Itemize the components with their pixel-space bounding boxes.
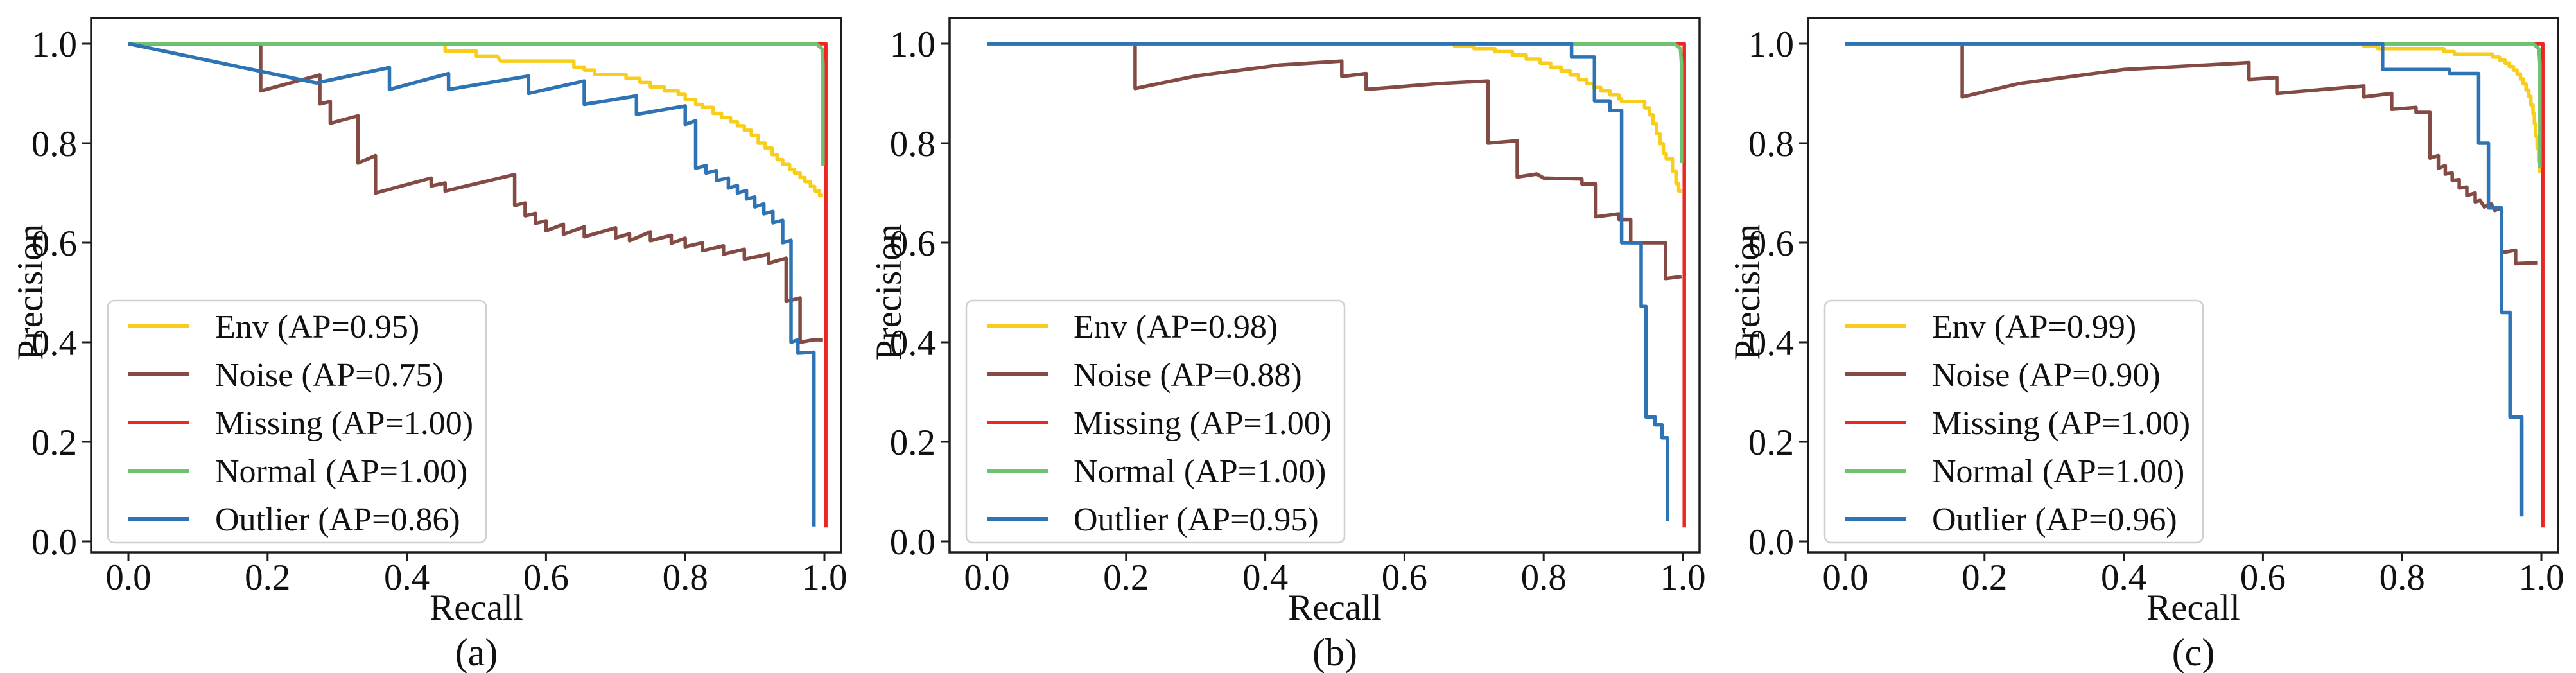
series-line-outlier: [128, 42, 816, 527]
legend-label-missing: Missing (AP=1.00): [1074, 405, 1332, 442]
y-tick-label: 0.0: [1748, 522, 1794, 563]
legend-label-env: Env (AP=0.99): [1932, 309, 2136, 345]
legend-box: [965, 299, 1346, 544]
x-tick-label: 1.0: [2518, 557, 2564, 598]
legend-label-outlier: Outlier (AP=0.86): [215, 502, 460, 538]
series-line-env: [128, 42, 823, 198]
panel-c: 0.0 0.2 0.4 0.6 0.8 1.0 0.0 0.2 0.4 0.6 0.8 1.0 Reca…: [1717, 0, 2576, 673]
x-tick-label: 0.6: [1382, 557, 1427, 598]
axes-frame: [90, 17, 842, 554]
legend-label-noise: Noise (AP=0.88): [1074, 357, 1302, 394]
x-axis-label: Recall: [2146, 588, 2240, 628]
y-tick-label: 0.4: [31, 323, 77, 363]
series-line-normal: [128, 42, 825, 166]
legend: Env (AP=0.99) Noise (AP=0.90) Missing (AP=…: [1823, 299, 2204, 544]
legend: Env (AP=0.95) Noise (AP=0.75) Missing (AP=…: [107, 299, 487, 544]
series-line-env: [1845, 42, 2542, 173]
legend-label-noise: Noise (AP=0.90): [1932, 357, 2161, 394]
legend-label-normal: Normal (AP=1.00): [1074, 453, 1326, 490]
series-line-outlier: [987, 42, 1669, 521]
legend-label-outlier: Outlier (AP=0.95): [1074, 502, 1319, 538]
axes-frame: [948, 17, 1701, 554]
x-tick-label: 0.6: [523, 557, 569, 598]
x-tick-label: 0.8: [663, 557, 708, 598]
x-axis-label: Recall: [430, 588, 523, 628]
legend-box: [107, 299, 487, 544]
y-axis-label: Precision: [1727, 224, 1768, 360]
x-tick-label: 0.2: [1103, 557, 1149, 598]
x-tick-label: 0.2: [245, 557, 290, 598]
panel-a: 0.0 0.2 0.4 0.6 0.8 1.0 0.0 0.2 0.4 0.6 0.8 1.0 Reca…: [0, 0, 859, 673]
y-tick-label: 0.0: [31, 522, 77, 563]
y-tick-label: 1.0: [31, 24, 77, 65]
y-tick-label: 0.2: [31, 423, 77, 463]
panel-caption: (b): [1312, 631, 1357, 673]
legend-label-missing: Missing (AP=1.00): [1932, 405, 2190, 442]
x-tick-label: 0.4: [1242, 557, 1288, 598]
x-tick-label: 0.0: [964, 557, 1009, 598]
panel-caption: (a): [455, 631, 498, 673]
legend-label-normal: Normal (AP=1.00): [1932, 453, 2184, 490]
y-tick-label: 0.6: [890, 223, 936, 264]
series-group: [128, 42, 828, 528]
y-tick-label: 0.0: [890, 522, 936, 563]
pr-chart-b: 0.0 0.2 0.4 0.6 0.8 1.0 0.0 0.2 0.4 0.6 0.8 1.0 Reca…: [858, 0, 1718, 673]
y-tick-label: 0.2: [1748, 423, 1794, 463]
y-tick-label: 0.8: [1748, 124, 1794, 164]
series-line-outlier: [1845, 42, 2524, 517]
legend-label-normal: Normal (AP=1.00): [215, 453, 467, 490]
panel-b: 0.0 0.2 0.4 0.6 0.8 1.0 0.0 0.2 0.4 0.6 0.8 1.0 Reca…: [858, 0, 1718, 673]
y-tick-label: 0.4: [1748, 323, 1794, 363]
series-group: [987, 42, 1686, 528]
y-tick-label: 1.0: [1748, 24, 1794, 65]
x-tick-label: 0.4: [384, 557, 430, 598]
y-axis-label: Precision: [869, 224, 909, 360]
legend-label-env: Env (AP=0.98): [1074, 309, 1278, 345]
series-line-noise: [128, 42, 823, 344]
legend-label-missing: Missing (AP=1.00): [215, 405, 473, 442]
legend-label-env: Env (AP=0.95): [215, 309, 419, 345]
legend-box: [1823, 299, 2204, 544]
y-tick-label: 0.8: [31, 124, 77, 164]
y-tick-label: 0.2: [890, 423, 936, 463]
legend: Env (AP=0.98) Noise (AP=0.88) Missing (AP=…: [965, 299, 1346, 544]
panel-caption: (c): [2172, 631, 2215, 673]
x-tick-label: 0.6: [2240, 557, 2286, 598]
y-axis-label: Precision: [10, 224, 51, 360]
x-tick-label: 0.4: [2101, 557, 2146, 598]
series-line-env: [987, 42, 1682, 193]
y-tick-label: 0.6: [31, 223, 77, 264]
pr-chart-a: 0.0 0.2 0.4 0.6 0.8 1.0 0.0 0.2 0.4 0.6 0.8 1.0 Reca…: [0, 0, 859, 673]
y-tick-label: 0.4: [890, 323, 936, 363]
y-tick-label: 0.6: [1748, 223, 1794, 264]
legend-label-noise: Noise (AP=0.75): [215, 357, 444, 394]
legend-label-outlier: Outlier (AP=0.96): [1932, 502, 2177, 538]
axes-frame: [1807, 17, 2559, 554]
x-tick-label: 1.0: [801, 557, 847, 598]
x-axis-label: Recall: [1288, 588, 1382, 628]
x-tick-label: 0.8: [1521, 557, 1567, 598]
pr-chart-c: 0.0 0.2 0.4 0.6 0.8 1.0 0.0 0.2 0.4 0.6 0.8 1.0 Reca…: [1717, 0, 2576, 673]
x-tick-label: 0.0: [105, 557, 151, 598]
x-tick-label: 1.0: [1660, 557, 1705, 598]
series-line-noise: [987, 42, 1682, 281]
x-tick-label: 0.8: [2380, 557, 2425, 598]
x-tick-label: 0.2: [1962, 557, 2007, 598]
y-tick-label: 1.0: [890, 24, 936, 65]
x-tick-label: 0.0: [1822, 557, 1868, 598]
series-group: [1845, 42, 2545, 528]
y-tick-label: 0.8: [890, 124, 936, 164]
